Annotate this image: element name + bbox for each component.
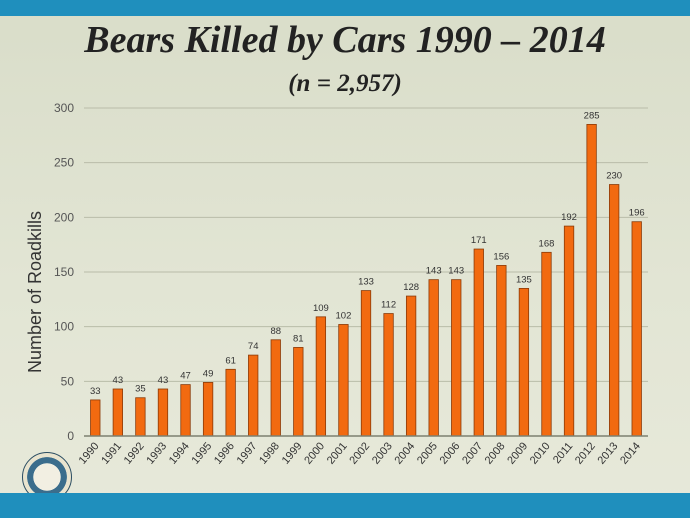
bar (609, 184, 620, 437)
bar (428, 279, 439, 437)
bar-value-label: 43 (113, 375, 124, 386)
x-tick-label: 2003 (370, 440, 395, 466)
x-tick-label: 1997 (235, 440, 260, 466)
bar-value-labels: 33 43 35 43 47 49 61 74 88 81 109 102 133 112 128 143 14… (90, 110, 645, 397)
bar-value-label: 112 (381, 300, 396, 311)
bar (293, 347, 304, 437)
bar (473, 248, 484, 437)
y-tick-label: 200 (54, 210, 74, 224)
x-tick-label: 1998 (257, 440, 282, 466)
bar-value-label: 128 (403, 282, 419, 293)
x-tick-label: 2010 (528, 440, 553, 466)
bar-value-label: 230 (606, 171, 622, 182)
bar-value-label: 171 (471, 235, 487, 246)
x-tick-label: 1994 (167, 440, 192, 466)
bar-value-label: 47 (180, 371, 191, 382)
bar (496, 265, 507, 437)
y-tick-label: 300 (54, 101, 74, 115)
x-tick-label: 1993 (144, 440, 169, 466)
bar (225, 368, 236, 437)
bar (135, 397, 146, 437)
bar (338, 324, 349, 437)
bar (202, 382, 214, 437)
x-tick-label: 1996 (212, 440, 237, 466)
x-tick-label: 2005 (415, 440, 440, 466)
x-tick-label: 1992 (122, 440, 147, 466)
bar-value-label: 135 (516, 274, 532, 285)
bar (270, 339, 281, 437)
x-tick-label: 2012 (573, 440, 598, 466)
bar (518, 287, 530, 437)
bar-value-label: 88 (270, 326, 281, 337)
bars (90, 124, 642, 437)
bar (451, 279, 462, 437)
x-axis-ticks: 1990199119921993199419951996199719981999… (77, 440, 643, 466)
slide-title: Bears Killed by Cars 1990 – 2014 (84, 19, 606, 61)
x-tick-label: 1999 (280, 440, 305, 466)
bottom-band (0, 493, 690, 518)
y-axis-ticks: 0 50 100 150 200 250 300 (54, 101, 74, 443)
x-tick-label: 1995 (189, 440, 214, 466)
x-tick-label: 2002 (347, 440, 372, 466)
x-tick-label: 2011 (551, 440, 575, 466)
bar-value-label: 81 (293, 333, 304, 344)
bar (157, 388, 169, 437)
bar-value-label: 61 (225, 355, 236, 366)
x-tick-label: 2000 (302, 440, 327, 466)
bar (405, 295, 417, 437)
x-tick-label: 2007 (460, 440, 485, 466)
y-axis-label: Number of Roadkills (25, 211, 45, 373)
bar (541, 251, 552, 437)
bar (631, 221, 642, 437)
x-tick-label: 2013 (596, 440, 621, 466)
bar-value-label: 156 (493, 251, 509, 262)
bar-value-label: 192 (561, 212, 577, 223)
x-tick-label: 2004 (392, 440, 417, 466)
bar (180, 384, 191, 437)
bar (112, 388, 123, 437)
x-tick-label: 1990 (77, 440, 102, 466)
bar-value-label: 143 (448, 266, 464, 277)
x-tick-label: 1991 (99, 440, 124, 466)
bar-value-label: 33 (90, 386, 101, 397)
y-tick-label: 0 (67, 429, 74, 443)
y-tick-label: 100 (54, 320, 74, 334)
bar (248, 354, 259, 437)
x-tick-label: 2014 (618, 440, 643, 466)
gridlines (84, 107, 648, 382)
bar-value-label: 168 (539, 238, 555, 249)
bar-value-label: 285 (584, 110, 600, 121)
y-tick-label: 50 (61, 374, 75, 388)
bar-value-label: 143 (426, 266, 442, 277)
slide-subtitle: (n = 2,957) (288, 70, 402, 97)
bar (315, 316, 327, 437)
top-band (0, 0, 690, 16)
bar (563, 225, 575, 437)
y-tick-label: 150 (54, 265, 74, 279)
bar-value-label: 74 (248, 341, 259, 352)
bar-value-label: 102 (336, 310, 352, 321)
y-tick-label: 250 (54, 156, 74, 170)
bar (90, 399, 101, 437)
bar-value-label: 196 (629, 208, 645, 219)
x-tick-label: 2008 (483, 440, 508, 466)
bar-value-label: 49 (203, 368, 214, 379)
bar-value-label: 43 (158, 375, 169, 386)
bar-value-label: 133 (358, 277, 374, 288)
x-tick-label: 2006 (438, 440, 463, 466)
bar (383, 313, 394, 437)
bar-value-label: 35 (135, 384, 146, 395)
bar (360, 290, 372, 437)
bar-value-label: 109 (313, 303, 329, 314)
bar (586, 124, 597, 437)
x-tick-label: 2001 (325, 440, 350, 466)
x-tick-label: 2009 (505, 440, 530, 466)
